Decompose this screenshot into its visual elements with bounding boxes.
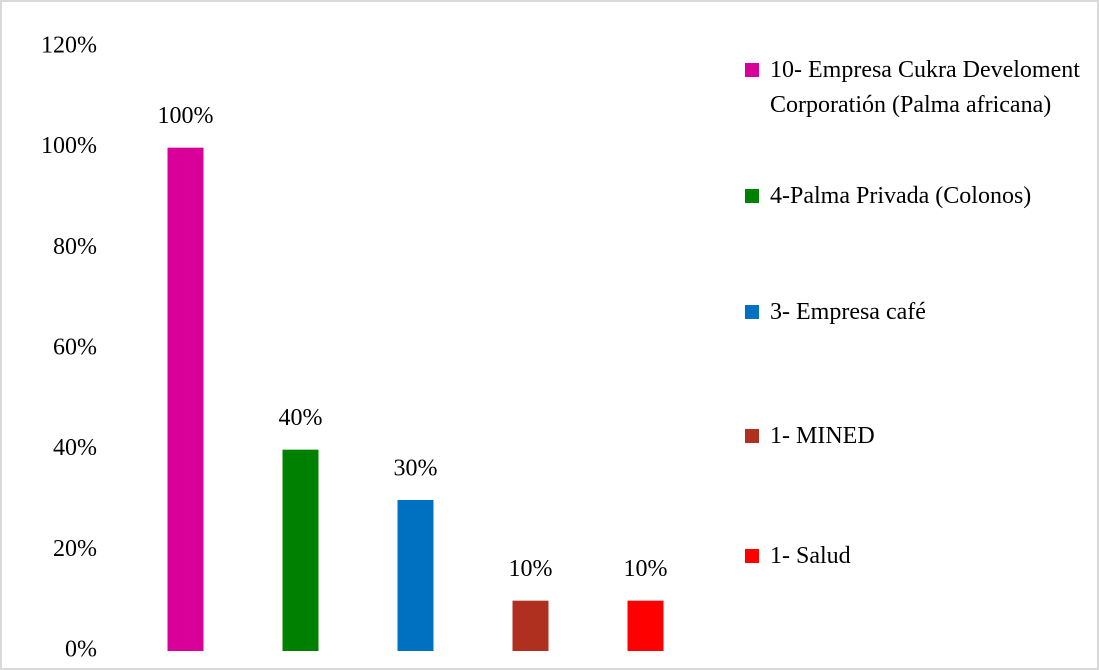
- legend-item: 3- Empresa café: [745, 295, 1095, 330]
- legend-item: 4-Palma Privada (Colonos): [745, 179, 1095, 214]
- legend-label: 10- Empresa Cukra Develoment Corporatión…: [770, 57, 1080, 118]
- legend-label: 1- MINED: [770, 423, 875, 449]
- legend-label: 3- Empresa café: [770, 299, 926, 325]
- y-tick-label: 40%: [53, 435, 97, 461]
- data-label: 10%: [624, 556, 668, 582]
- y-tick-label: 80%: [53, 234, 97, 260]
- y-tick-label: 20%: [53, 536, 97, 562]
- bar: [512, 600, 549, 651]
- legend-label: 4-Palma Privada (Colonos): [770, 183, 1032, 209]
- data-label: 10%: [509, 556, 553, 582]
- y-tick-label: 0%: [65, 637, 97, 663]
- legend-label: 1- Salud: [770, 543, 851, 569]
- bar: [397, 500, 434, 651]
- y-tick-label: 120%: [41, 33, 97, 59]
- legend-swatch: [745, 189, 759, 203]
- y-tick-label: 60%: [53, 335, 97, 361]
- legend-item: 10- Empresa Cukra Develoment Corporatión…: [745, 53, 1095, 123]
- bar: [282, 449, 319, 651]
- legend-swatch: [745, 63, 759, 77]
- legend-swatch: [745, 429, 759, 443]
- data-label: 40%: [279, 405, 323, 431]
- legend-item: 1- MINED: [745, 419, 1095, 454]
- data-label: 30%: [394, 456, 438, 482]
- bar: [167, 147, 204, 651]
- y-tick-label: 100%: [41, 133, 97, 159]
- bar: [627, 600, 664, 651]
- legend-swatch: [745, 305, 759, 319]
- legend-item: 1- Salud: [745, 539, 1095, 574]
- legend-swatch: [745, 549, 759, 563]
- data-label: 100%: [158, 103, 214, 129]
